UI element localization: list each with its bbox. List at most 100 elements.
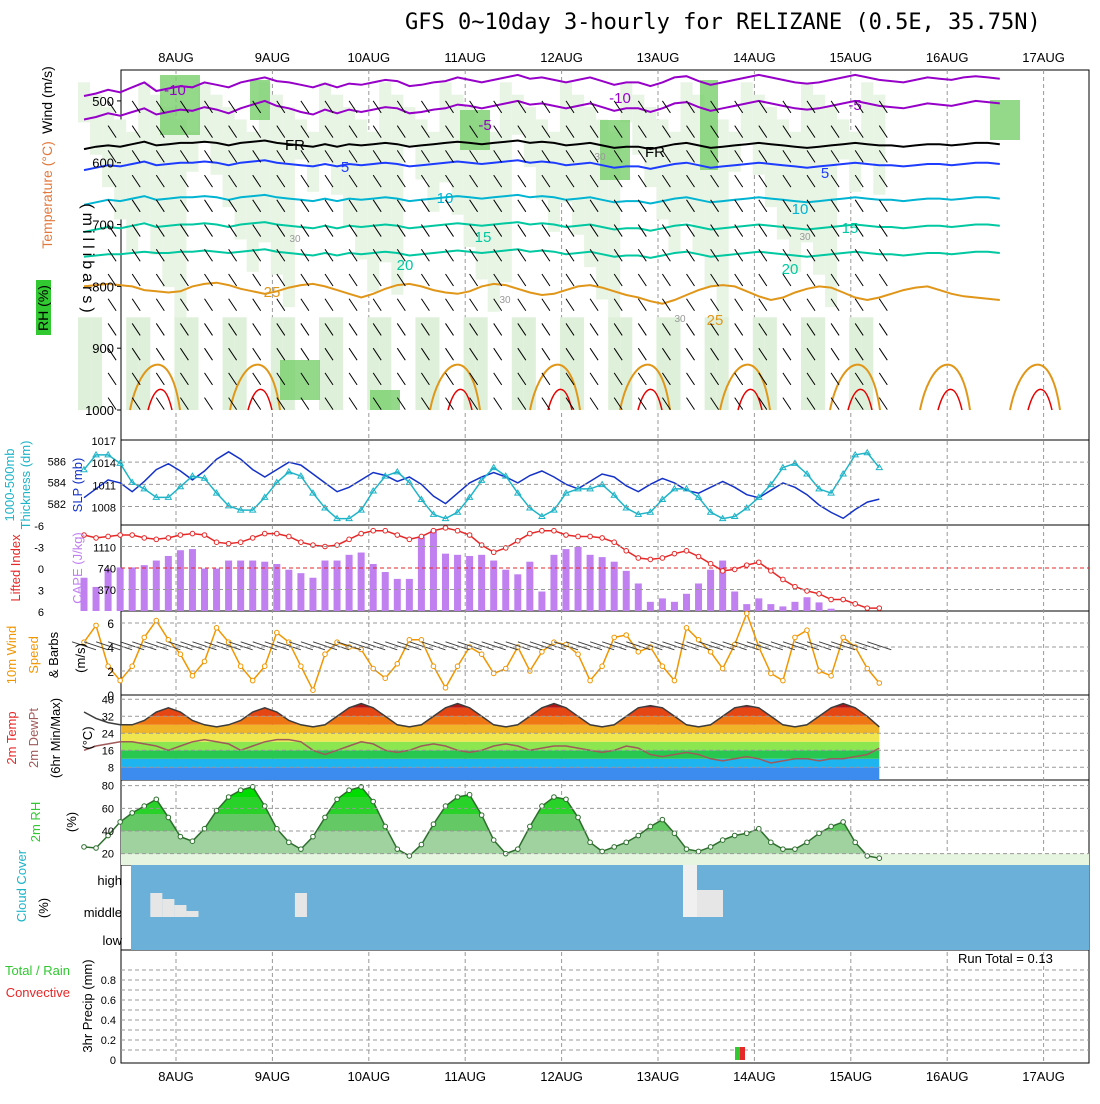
wind10-barb	[421, 641, 446, 651]
rh-high-area	[600, 120, 630, 180]
wind10-barb	[577, 641, 603, 651]
x-tick-label-top: 11AUG	[444, 50, 486, 65]
wind-barb	[396, 372, 406, 386]
left-label-2m-temp: 2m Temp	[4, 711, 19, 764]
rh2m-point	[840, 819, 846, 825]
wind-barb	[228, 248, 238, 262]
lifted-index-point	[93, 535, 99, 541]
wind10-barb	[445, 641, 470, 651]
wind10-point	[213, 625, 220, 631]
wind-barb	[517, 100, 527, 114]
rh2m-point	[454, 794, 461, 800]
lifted-index-point	[647, 556, 654, 563]
contour-label: -5	[478, 117, 491, 134]
cape-bar	[309, 577, 317, 611]
cape-bar	[598, 557, 606, 611]
rh-cell	[861, 317, 874, 410]
lifted-index-point	[768, 568, 774, 574]
contour-label: 20	[397, 257, 414, 274]
rh-cell	[258, 82, 271, 243]
cloud-tick-label: high	[97, 873, 122, 888]
cape-tick-label: 370	[98, 585, 116, 597]
thickness-point	[646, 508, 655, 515]
rh-cell	[367, 317, 380, 410]
wind10-barb	[120, 641, 145, 651]
thickness-point	[212, 489, 221, 496]
isotherm-FR	[83, 139, 1000, 151]
wind-barb	[541, 323, 551, 336]
wind10-barb	[276, 641, 302, 651]
wind10-point	[780, 677, 786, 684]
isotherm-30-loop	[719, 363, 771, 411]
rh2m-point	[623, 839, 630, 846]
cloud-bg	[131, 865, 1089, 950]
cape-bar	[297, 573, 305, 611]
wind-barb	[155, 125, 165, 138]
wind-barb	[228, 174, 238, 188]
cape-bar	[490, 560, 498, 611]
wind-barb	[806, 174, 816, 188]
wind-barb	[661, 150, 671, 163]
cape-bar	[550, 554, 558, 611]
rh2m-point	[864, 853, 871, 859]
wind-barb	[155, 248, 165, 262]
wind-barb	[420, 397, 430, 410]
chart-title: GFS 0~10day 3-hourly for RELIZANE (0.5E,…	[405, 10, 1041, 35]
wind-barb	[396, 174, 406, 188]
wind-barb	[565, 199, 575, 213]
wind-barb	[204, 224, 213, 237]
rh-cell	[511, 317, 524, 410]
lifted-index-point	[81, 532, 87, 538]
left-label-thickness: Thickness (dm)	[18, 441, 33, 530]
temp2m-ylabel: (°C)	[80, 726, 95, 749]
wind-barb	[710, 347, 720, 361]
thickness-point	[381, 472, 390, 479]
wind-barb	[878, 224, 888, 237]
y-tick-label: 800	[92, 279, 114, 294]
rh-cell	[186, 131, 199, 172]
wind10-barb	[264, 641, 289, 651]
cape-bar	[683, 593, 690, 611]
rh-cell	[680, 82, 693, 223]
x-tick-label-top: 13AUG	[637, 50, 680, 65]
wind-barb	[686, 224, 695, 237]
wind-barb	[420, 323, 430, 336]
rh-cell	[523, 317, 536, 410]
wind-barb	[469, 273, 479, 287]
wind-barb	[469, 248, 479, 262]
wind10-point	[394, 661, 401, 667]
wind-barb	[589, 224, 599, 237]
wind10-point	[177, 651, 184, 658]
cape-tick-label: 740	[98, 564, 116, 576]
wind-barb	[589, 372, 599, 386]
wind-barb	[830, 273, 840, 287]
wind10-point	[575, 651, 581, 658]
wind10-barb	[818, 641, 844, 651]
wind-barb	[107, 347, 117, 361]
x-tick-label-bottom: 8AUG	[158, 1069, 193, 1084]
thickness-point	[345, 514, 353, 522]
wind-barb	[493, 224, 503, 237]
lifted-index-point	[189, 530, 196, 537]
wind-barb	[541, 199, 551, 213]
lifted-index-point	[599, 535, 605, 541]
contour-label: -5	[848, 97, 861, 114]
lifted-index-point	[141, 535, 148, 541]
cape-bar	[80, 577, 88, 611]
wind-barb	[300, 372, 310, 386]
wind10-point	[249, 677, 256, 684]
wind10-barb	[662, 641, 687, 651]
wind10-barb	[180, 641, 205, 651]
wind-barb	[589, 248, 599, 262]
wind-barb	[228, 347, 238, 361]
wind-barb	[541, 125, 551, 138]
wind-barb	[348, 323, 358, 336]
wind-barb	[348, 397, 358, 410]
wind10-point	[804, 627, 810, 634]
wind10-point	[539, 649, 545, 655]
cape-bar	[237, 560, 245, 611]
thickness-point	[779, 463, 787, 471]
cape-bar	[466, 555, 474, 611]
rh2m-point	[768, 839, 774, 846]
wind-barb	[661, 100, 671, 114]
